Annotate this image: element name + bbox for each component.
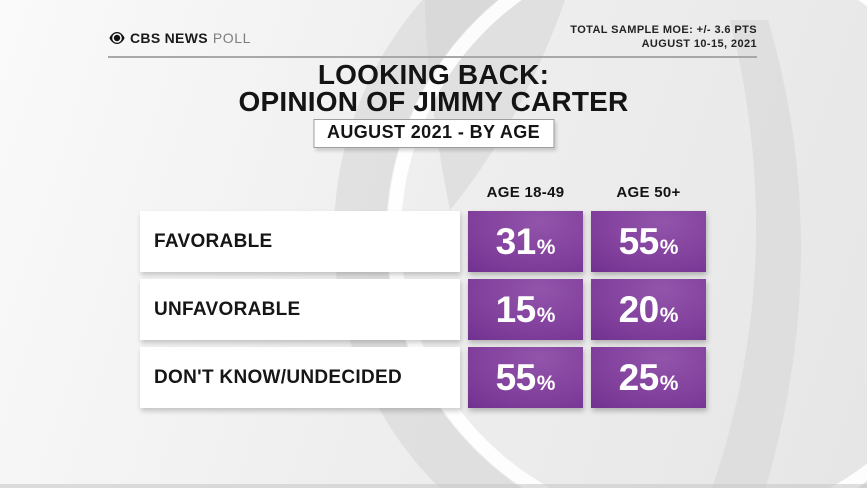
value-number: 55 <box>495 357 537 398</box>
header-spacer <box>140 182 460 204</box>
value-favorable-18-49: 31% <box>468 211 583 272</box>
value-favorable-50-plus: 55% <box>591 211 706 272</box>
value-number: 15 <box>495 289 537 330</box>
row-label-favorable: FAVORABLE <box>140 211 460 272</box>
value-number: 55 <box>618 221 660 262</box>
value-number: 25 <box>618 357 660 398</box>
sample-info: TOTAL SAMPLE MOE: +/- 3.6 PTS AUGUST 10-… <box>570 23 757 51</box>
subtitle-badge: AUGUST 2021 - BY AGE <box>312 119 555 148</box>
row-label-unfavorable: UNFAVORABLE <box>140 279 460 340</box>
header-divider <box>108 56 757 58</box>
value-number: 31 <box>495 221 537 262</box>
sample-dates: AUGUST 10-15, 2021 <box>641 38 757 50</box>
value-number: 20 <box>618 289 660 330</box>
title-line-2: OPINION OF JIMMY CARTER <box>238 86 629 117</box>
percent-sign: % <box>536 372 556 395</box>
brand-product: POLL <box>212 30 252 46</box>
percent-sign: % <box>659 304 679 327</box>
value-unfavorable-50-plus: 20% <box>591 279 706 340</box>
column-header-age-50-plus: AGE 50+ <box>616 184 681 201</box>
value-dont-know-50-plus: 25% <box>591 347 706 408</box>
page-title: LOOKING BACK: OPINION OF JIMMY CARTER <box>0 59 867 117</box>
sample-moe: TOTAL SAMPLE MOE: +/- 3.6 PTS <box>570 24 757 36</box>
row-label-dont-know-undecided: DON'T KNOW/UNDECIDED <box>140 347 460 408</box>
percent-sign: % <box>536 236 556 259</box>
value-unfavorable-18-49: 15% <box>468 279 583 340</box>
column-header-age-18-49: AGE 18-49 <box>486 184 565 201</box>
cbs-eye-icon <box>109 32 125 44</box>
percent-sign: % <box>659 236 679 259</box>
cbs-news-poll-logo: CBS NEWS POLL <box>108 29 251 47</box>
brand-network: CBS NEWS <box>130 30 208 46</box>
results-table: AGE 18-49 AGE 50+ FAVORABLE 31% 55% UNFA… <box>140 182 706 408</box>
percent-sign: % <box>536 304 556 327</box>
value-dont-know-18-49: 55% <box>468 347 583 408</box>
title-line-1: LOOKING BACK: <box>317 59 550 90</box>
percent-sign: % <box>659 372 679 395</box>
